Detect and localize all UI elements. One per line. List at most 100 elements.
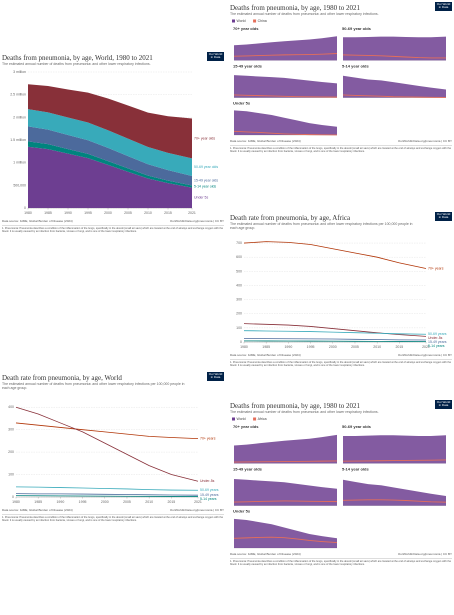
legend-label: World bbox=[237, 417, 246, 421]
plot: World China 70+ year olds 50-69 year olds 15… bbox=[232, 19, 447, 136]
y-tick-label: 2 million bbox=[13, 115, 26, 119]
facet-title: 5-14 year olds bbox=[342, 466, 369, 471]
chart-title: Death rate from pneumonia, by age, World bbox=[2, 374, 122, 382]
x-tick-label: 1995 bbox=[84, 211, 92, 215]
series-label: 5-14 years bbox=[428, 344, 445, 348]
series-label: 5-14 years bbox=[200, 497, 217, 501]
line bbox=[243, 338, 427, 341]
chart-title: Deaths from pneumonia, by age, 1980 to 2… bbox=[230, 402, 361, 410]
source-row: Data source: IHME, Global Burden of Dise… bbox=[2, 219, 224, 223]
x-tick-label: 2000 bbox=[329, 345, 337, 349]
facet-title: 70+ year olds bbox=[233, 26, 259, 31]
y-tick-label: 0 bbox=[240, 340, 242, 344]
area bbox=[234, 36, 337, 61]
footnote: 1. Pneumonia: Pneumonia describes a cond… bbox=[230, 145, 452, 154]
area bbox=[28, 141, 192, 188]
line bbox=[15, 422, 199, 440]
line bbox=[342, 94, 447, 98]
x-tick-label: 2000 bbox=[101, 500, 109, 504]
y-tick-label: 300 bbox=[8, 428, 14, 432]
line bbox=[342, 54, 446, 59]
facet-title: 15-49 year olds bbox=[233, 466, 263, 471]
line bbox=[243, 323, 427, 337]
y-tick-label: 1 million bbox=[13, 161, 26, 165]
logo: Our World in Data bbox=[435, 212, 452, 221]
series-label: 15-49 years bbox=[200, 493, 219, 497]
chart-title: Deaths from pneumonia, by age, 1980 to 2… bbox=[230, 4, 361, 12]
series-label: Under-5s bbox=[428, 336, 443, 340]
line bbox=[233, 94, 338, 98]
chart-title: Deaths from pneumonia, by age, World, 19… bbox=[2, 54, 153, 62]
logo: Our World in Data bbox=[435, 400, 452, 409]
chart-panel: Our World in Data Deaths from pneumonia, … bbox=[230, 400, 452, 566]
line bbox=[15, 495, 199, 497]
chart-subtitle: The estimated annual number of deaths fr… bbox=[230, 222, 413, 230]
x-tick-label: 2015 bbox=[164, 211, 172, 215]
x-tick-label: 2021 bbox=[194, 500, 202, 504]
chart-panel: Our World in Data Death rate from pneumon… bbox=[230, 212, 452, 367]
legend-label: World bbox=[237, 19, 246, 23]
y-tick-label: 700 bbox=[236, 241, 242, 245]
source: Data source: IHME, Global Burden of Dise… bbox=[230, 552, 301, 556]
x-tick-label: 2005 bbox=[351, 345, 359, 349]
plot: 0 100 200 300 400 1980 1985 1990 1995 2000 2005 201… bbox=[8, 405, 219, 504]
series-label: Under 5s bbox=[194, 196, 208, 200]
facet-title: 15-49 year olds bbox=[233, 63, 263, 68]
source: Data source: IHME, Global Burden of Dise… bbox=[230, 353, 301, 357]
source: Data source: IHME, Global Burden of Dise… bbox=[2, 219, 73, 223]
credit: OurWorldInData.org/pneumonia | CC BY bbox=[169, 219, 224, 223]
footnote: 1. Pneumonia: Pneumonia describes a cond… bbox=[230, 359, 452, 368]
plot: World Africa 70+ year olds 50-69 year olds 1… bbox=[232, 417, 447, 549]
series-label: 70+ year olds bbox=[194, 136, 215, 140]
x-tick-label: 1985 bbox=[34, 500, 42, 504]
x-tick-label: 1980 bbox=[24, 211, 32, 215]
legend-swatch bbox=[232, 19, 235, 23]
x-tick-label: 1995 bbox=[307, 345, 315, 349]
logo: Our World in Data bbox=[207, 372, 224, 381]
y-tick-label: 0 bbox=[12, 495, 14, 499]
series-label: 5-14 year olds bbox=[194, 185, 216, 189]
line bbox=[243, 340, 427, 342]
series-label: 50-69 year olds bbox=[194, 165, 218, 169]
area bbox=[234, 518, 337, 548]
y-tick-label: 100 bbox=[8, 472, 14, 476]
area bbox=[28, 109, 192, 177]
series-label: 15-49 year olds bbox=[194, 179, 218, 183]
facet-title: Under 5s bbox=[233, 509, 251, 514]
area bbox=[28, 146, 192, 208]
chart-panel: Our World in Data Deaths from pneumonia, … bbox=[2, 52, 224, 233]
area bbox=[343, 435, 446, 464]
source: Data source: IHME, Global Burden of Dise… bbox=[230, 139, 301, 143]
y-tick-label: 100 bbox=[236, 326, 242, 330]
line bbox=[243, 241, 427, 269]
area bbox=[343, 75, 446, 98]
legend-swatch bbox=[232, 417, 235, 421]
credit: OurWorldInData.org/pneumonia | CC BY bbox=[397, 139, 452, 143]
credit: OurWorldInData.org/pneumonia | CC BY bbox=[397, 353, 452, 357]
y-tick-label: 300 bbox=[236, 298, 242, 302]
line bbox=[233, 500, 338, 503]
area bbox=[234, 478, 337, 506]
series-label: Under-5s bbox=[200, 479, 215, 483]
facet-title: 70+ year olds bbox=[233, 424, 259, 429]
y-tick-label: 3 million bbox=[13, 70, 26, 74]
line bbox=[15, 493, 199, 496]
credit: OurWorldInData.org/pneumonia | CC BY bbox=[397, 552, 452, 556]
line bbox=[15, 486, 199, 491]
y-tick-label: 500 bbox=[236, 269, 242, 273]
logo: Our World in Data bbox=[207, 52, 224, 61]
y-tick-label: 200 bbox=[236, 312, 242, 316]
plot: 0 100 200 300 400 500 600 700 1980 1985 1990 1995 20… bbox=[236, 241, 447, 349]
facet-title: 50-69 year olds bbox=[342, 26, 372, 31]
legend-swatch bbox=[253, 19, 257, 23]
facet-title: 50-69 year olds bbox=[342, 424, 372, 429]
legend-label: China bbox=[258, 19, 267, 23]
x-tick-label: 1980 bbox=[12, 500, 20, 504]
y-tick-label: 1.5 million bbox=[10, 138, 26, 142]
y-tick-label: 0 bbox=[24, 206, 26, 210]
area bbox=[343, 479, 446, 506]
area bbox=[234, 110, 337, 135]
chart-subtitle: The estimated annual number of deaths fr… bbox=[230, 410, 379, 414]
y-tick-label: 400 bbox=[8, 405, 14, 409]
x-tick-label: 2015 bbox=[395, 345, 403, 349]
